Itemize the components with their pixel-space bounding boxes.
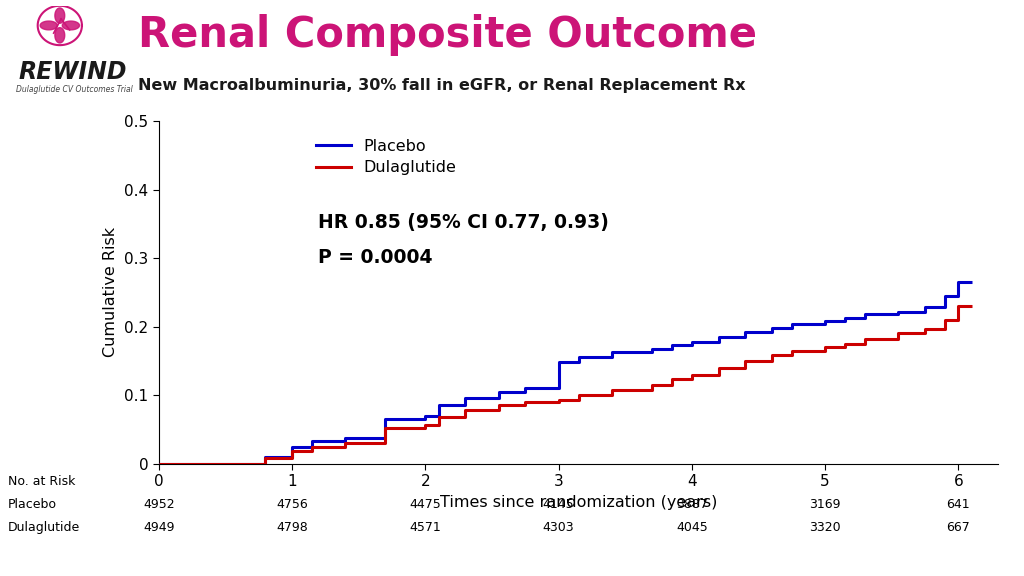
Text: 4145: 4145 (543, 498, 574, 511)
Text: 3169: 3169 (809, 498, 841, 511)
Text: 3320: 3320 (809, 521, 841, 535)
Text: Dulaglutide CV Outcomes Trial: Dulaglutide CV Outcomes Trial (15, 85, 132, 93)
Polygon shape (55, 8, 65, 23)
Legend: Placebo, Dulaglutide: Placebo, Dulaglutide (309, 132, 463, 181)
Y-axis label: Cumulative Risk: Cumulative Risk (103, 228, 119, 357)
Text: P = 0.0004: P = 0.0004 (318, 248, 433, 267)
X-axis label: Times since randomization (years): Times since randomization (years) (440, 495, 717, 510)
Text: REWIND: REWIND (18, 60, 127, 85)
Text: 4949: 4949 (143, 521, 174, 535)
Text: 3887: 3887 (676, 498, 708, 511)
Text: 4952: 4952 (143, 498, 174, 511)
Text: 4475: 4475 (410, 498, 441, 511)
Text: 4045: 4045 (676, 521, 708, 535)
Text: New Macroalbuminuria, 30% fall in eGFR, or Renal Replacement Rx: New Macroalbuminuria, 30% fall in eGFR, … (138, 78, 745, 93)
Text: 641: 641 (946, 498, 970, 511)
Polygon shape (55, 28, 65, 43)
Text: HR 0.85 (95% CI 0.77, 0.93): HR 0.85 (95% CI 0.77, 0.93) (318, 214, 609, 233)
Text: 667: 667 (946, 521, 971, 535)
Text: Renal Composite Outcome: Renal Composite Outcome (138, 14, 757, 56)
Polygon shape (62, 21, 80, 30)
Text: 4756: 4756 (276, 498, 308, 511)
Polygon shape (40, 21, 57, 30)
Text: 4303: 4303 (543, 521, 574, 535)
Text: Placebo: Placebo (8, 498, 57, 511)
Text: 4571: 4571 (410, 521, 441, 535)
Text: Dulaglutide: Dulaglutide (8, 521, 81, 535)
Text: No. at Risk: No. at Risk (8, 475, 76, 488)
Text: 4798: 4798 (276, 521, 308, 535)
